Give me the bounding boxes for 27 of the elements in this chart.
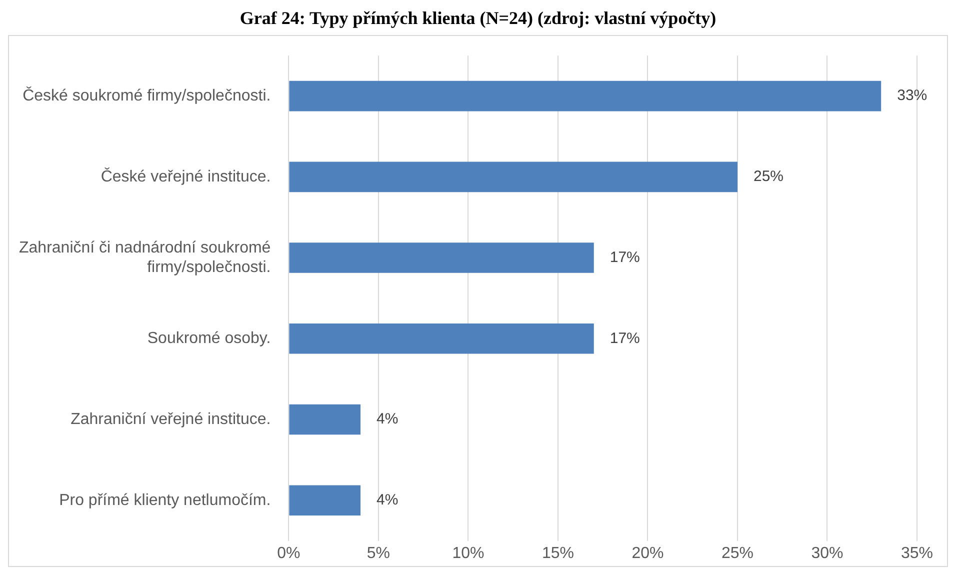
- y-tick-label: České veřejné instituce.: [100, 167, 271, 186]
- data-label: 17%: [610, 248, 640, 266]
- data-label: 4%: [376, 492, 398, 509]
- chart-title: Graf 24: Typy přímých klienta (N=24) (zdroj: vlastní výpočty): [238, 8, 718, 29]
- data-label: 25%: [753, 168, 784, 186]
- x-tick-label: 35%: [900, 544, 934, 562]
- y-tick-label: Pro přímé klienty netlumočím.: [59, 492, 271, 509]
- x-tick-label: 0%: [277, 544, 300, 562]
- bar: [289, 242, 594, 273]
- x-tick-label: 20%: [632, 544, 664, 562]
- x-tick-label: 25%: [721, 544, 754, 562]
- y-tick-label: Zahraniční či nadnárodní soukromé firmy/společnosti.: [18, 240, 271, 276]
- x-tick-label: 15%: [542, 544, 574, 562]
- data-label: 17%: [610, 330, 640, 347]
- y-tick-label: Soukromé osoby.: [147, 330, 271, 348]
- x-tick-label: 5%: [366, 544, 390, 562]
- bar: [289, 80, 882, 112]
- bar: [289, 404, 360, 435]
- bar: [289, 162, 738, 192]
- data-label: 33%: [897, 87, 928, 104]
- y-tick-label: Zahraniční veřejné instituce.: [70, 410, 271, 428]
- data-label: 4%: [376, 410, 398, 428]
- bar: [289, 485, 360, 516]
- y-tick-label: České soukromé firmy/společnosti.: [22, 86, 271, 104]
- x-tick-label: 30%: [811, 544, 844, 562]
- x-tick-label: 10%: [452, 544, 484, 562]
- bar: [289, 323, 594, 354]
